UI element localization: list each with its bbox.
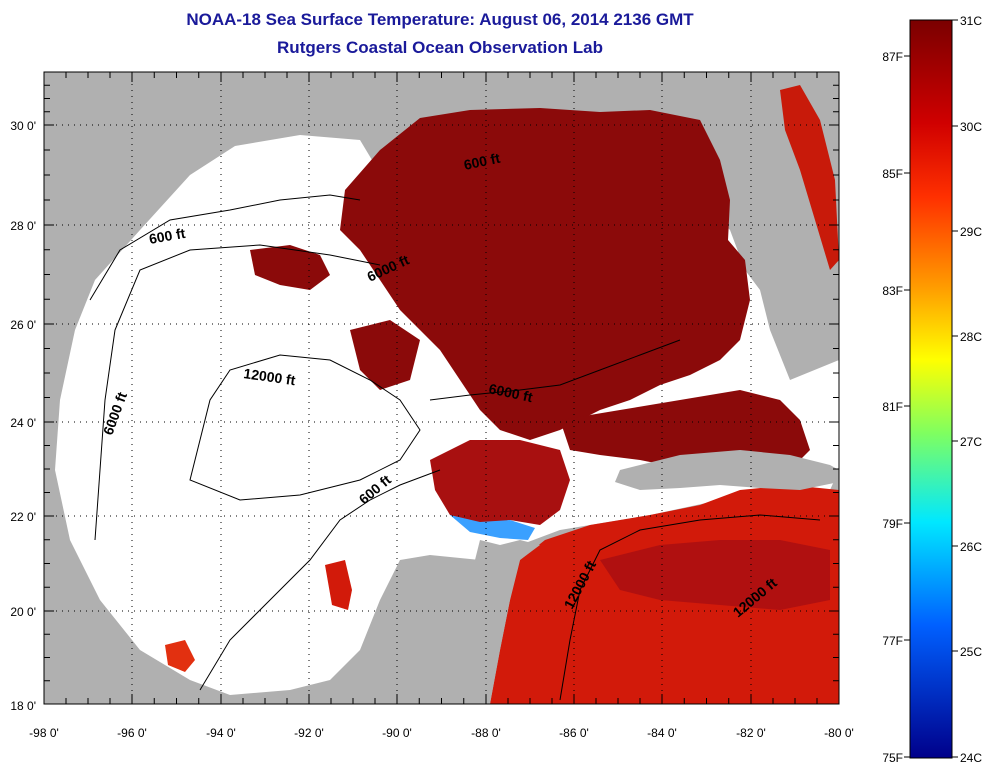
- contour-12000ft-caribbean: [559, 514, 821, 701]
- sst-patch-south: [325, 560, 352, 610]
- colorbar-ticks: [904, 19, 958, 758]
- colorbar-fahrenheit-label: 75F: [882, 751, 903, 765]
- sst-campeche: [430, 440, 570, 525]
- colorbar-celsius-label: 31C: [960, 14, 982, 28]
- lat-label: 26 0': [10, 318, 36, 332]
- contour-label: 600 ft: [148, 225, 187, 247]
- cuba-land: [615, 450, 839, 490]
- colorbar-fahrenheit-label: 87F: [882, 50, 903, 64]
- lat-label: 20 0': [10, 605, 36, 619]
- yucatan-land: [460, 540, 540, 704]
- sst-patch-west: [250, 245, 330, 290]
- contour-600ft-south: [199, 469, 441, 691]
- lon-label: -90 0': [382, 726, 412, 740]
- sst-caribbean-dark: [600, 540, 830, 610]
- lon-label: -96 0': [117, 726, 147, 740]
- colorbar-fahrenheit-label: 77F: [882, 634, 903, 648]
- colorbar-celsius-label: 26C: [960, 540, 982, 554]
- florida-east-sst: [780, 85, 839, 270]
- colorbar-fahrenheit-label: 83F: [882, 284, 903, 298]
- colorbar-celsius-label: 27C: [960, 435, 982, 449]
- contour-label: 600 ft: [462, 150, 501, 173]
- map-subtitle: Rutgers Coastal Ocean Observation Lab: [277, 38, 603, 57]
- colorbar-fahrenheit-label: 81F: [882, 400, 903, 414]
- lon-label: -82 0': [736, 726, 766, 740]
- lon-label: -80 0': [824, 726, 854, 740]
- lon-label: -86 0': [559, 726, 589, 740]
- lat-label: 30 0': [10, 119, 36, 133]
- lon-label: -92 0': [294, 726, 324, 740]
- lat-label: 22 0': [10, 510, 36, 524]
- sst-cool-edge: [450, 515, 535, 540]
- lon-label: -94 0': [206, 726, 236, 740]
- colorbar-fahrenheit-label: 79F: [882, 517, 903, 531]
- colorbar-fahrenheit-label: 85F: [882, 167, 903, 181]
- sst-warm-north: [340, 108, 750, 440]
- colorbar-celsius-label: 28C: [960, 330, 982, 344]
- colorbar-celsius-label: 29C: [960, 225, 982, 239]
- lat-label: 18 0': [10, 699, 36, 713]
- axis-ticks: [43, 71, 840, 705]
- sst-patch-central: [350, 320, 420, 390]
- contour-6000ft-west: [94, 244, 381, 541]
- sst-patch-southwest: [165, 640, 195, 672]
- lat-label: 28 0': [10, 219, 36, 233]
- contour-6000ft-east: [429, 339, 681, 401]
- colorbar-celsius-label: 24C: [960, 751, 982, 765]
- lon-label: -84 0': [647, 726, 677, 740]
- lon-label: -98 0': [29, 726, 59, 740]
- contour-600ft-west: [89, 194, 361, 301]
- gridlines: [44, 72, 839, 704]
- contour-12000ft-central: [189, 354, 421, 501]
- map-title: NOAA-18 Sea Surface Temperature: August …: [186, 10, 694, 29]
- colorbar-celsius-label: 25C: [960, 645, 982, 659]
- colorbar-celsius-label: 30C: [960, 120, 982, 134]
- contour-label: 12000 ft: [243, 365, 297, 388]
- lat-label: 24 0': [10, 416, 36, 430]
- lon-label: -88 0': [471, 726, 501, 740]
- colorbar: [909, 19, 953, 759]
